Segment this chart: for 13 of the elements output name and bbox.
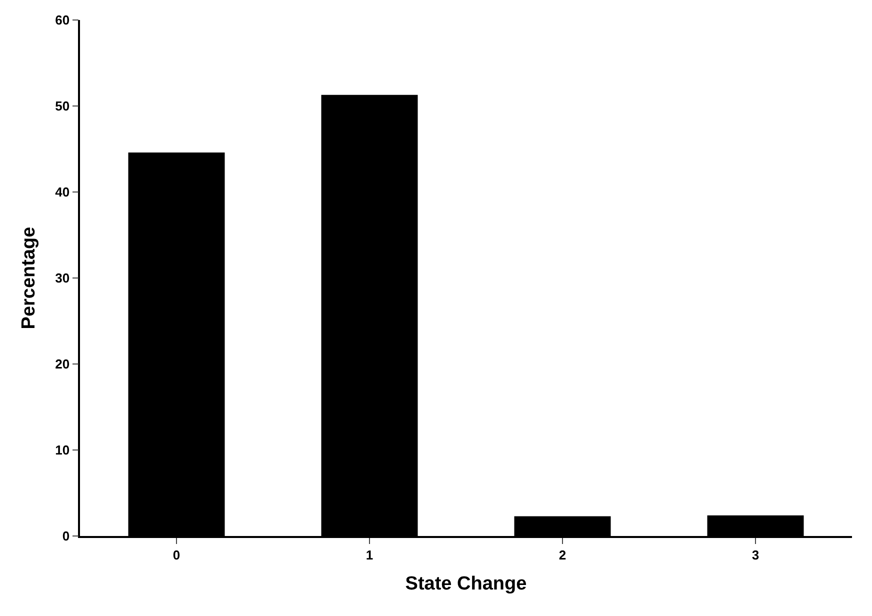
y-tick-label: 10: [55, 442, 70, 458]
y-axis-title: Percentage: [18, 226, 40, 330]
y-tick-label: 20: [55, 356, 70, 372]
x-axis-title: State Change: [405, 574, 527, 595]
x-tick-label: 3: [752, 547, 760, 562]
y-tick-label: 50: [55, 98, 70, 114]
y-tick-label: 60: [55, 12, 70, 28]
x-tick-label: 2: [558, 547, 566, 562]
y-tick-label: 30: [55, 270, 70, 286]
y-tick-label: 0: [62, 528, 70, 544]
x-tick-label: 1: [366, 547, 374, 562]
y-tick-label: 40: [55, 184, 70, 200]
x-tick-label: 0: [172, 547, 180, 562]
